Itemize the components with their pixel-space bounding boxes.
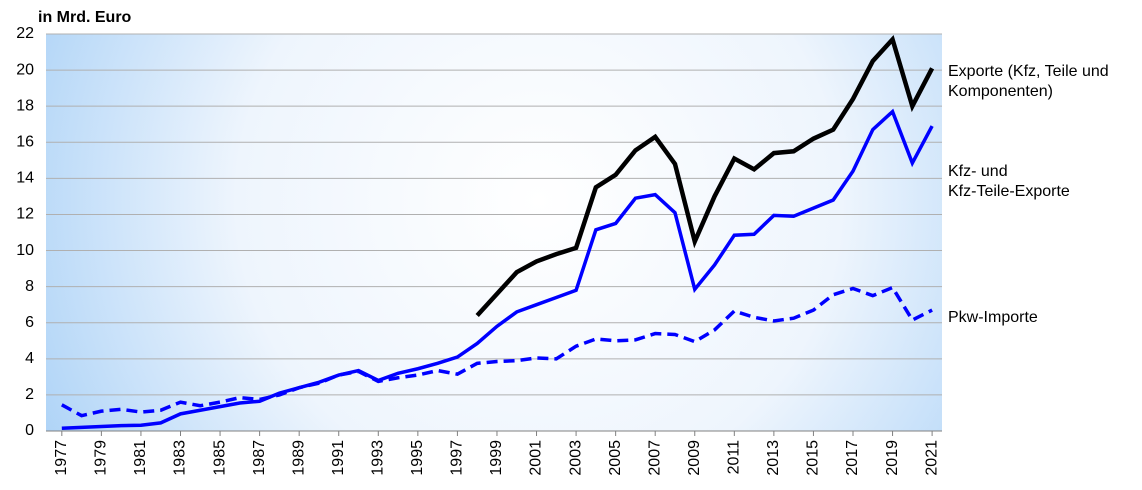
x-tick-label: 1987 <box>251 440 268 476</box>
x-tick-label: 1979 <box>93 440 110 476</box>
x-tick-label: 2009 <box>686 440 703 476</box>
y-tick-label: 20 <box>16 61 34 78</box>
legend-label: Exporte (Kfz, Teile und Komponenten) <box>948 63 1113 100</box>
y-tick-label: 6 <box>25 314 34 331</box>
y-tick-label: 4 <box>25 350 34 367</box>
x-tick-label: 2007 <box>646 440 663 476</box>
x-tick-label: 2015 <box>805 440 822 476</box>
y-tick-label: 16 <box>16 133 34 150</box>
x-tick-label: 1999 <box>488 440 505 476</box>
x-tick-label: 2017 <box>844 440 861 476</box>
x-tick-label: 2005 <box>607 440 624 476</box>
legend-label: Pkw-Importe <box>948 309 1038 326</box>
x-tick-label: 1997 <box>449 440 466 476</box>
x-tick-label: 2019 <box>884 440 901 476</box>
y-tick-label: 10 <box>16 242 34 259</box>
y-tick-label: 14 <box>16 170 34 187</box>
x-tick-label: 1985 <box>211 440 228 476</box>
series-line <box>475 34 935 318</box>
plot-background <box>46 34 942 431</box>
x-tick-label: 1983 <box>172 440 189 476</box>
x-tick-label: 1993 <box>370 440 387 476</box>
y-tick-label: 22 <box>16 25 34 42</box>
x-tick-label: 1981 <box>132 440 149 476</box>
x-tick-label: 2011 <box>726 440 743 475</box>
series-line <box>60 285 933 418</box>
y-axis-label: in Mrd. Euro <box>38 9 132 26</box>
x-tick-label: 2003 <box>567 440 584 476</box>
y-tick-label: 18 <box>16 97 34 114</box>
x-tick-label: 1991 <box>330 440 347 476</box>
x-tick-label: 2001 <box>528 440 545 476</box>
x-tick-label: 2021 <box>923 440 940 476</box>
x-tick-label: 1989 <box>290 440 307 476</box>
y-tick-label: 2 <box>25 386 34 403</box>
y-tick-label: 12 <box>16 206 34 223</box>
y-tick-label: 0 <box>25 422 34 439</box>
x-tick-label: 2013 <box>765 440 782 476</box>
x-tick-label: 1977 <box>53 440 70 476</box>
x-tick-label: 1995 <box>409 440 426 476</box>
y-tick-label: 8 <box>25 278 34 295</box>
legend-label: Kfz- und Kfz-Teile-Exporte <box>948 163 1070 200</box>
series-line <box>61 108 934 431</box>
